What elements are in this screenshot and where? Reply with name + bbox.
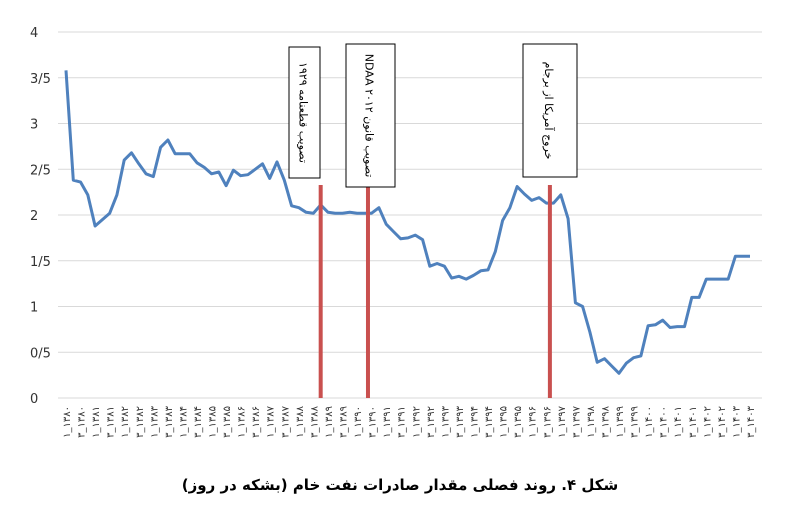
- x-tick-label: ۳_۱۴۰۱: [688, 406, 699, 438]
- x-tick-label: ۳_۱۳۸۱: [106, 406, 117, 438]
- annotation-box: [288, 46, 321, 179]
- annotation-box: [522, 43, 578, 178]
- x-tick-label: ۱_۱۳۸۹: [324, 406, 335, 438]
- x-tick-label: ۳_۱۴۰۳: [746, 405, 757, 437]
- x-tick-label: ۳_۱۳۸۵: [222, 406, 233, 438]
- chart-title: شکل ۴. روند فصلی مقدار صادرات نفت خام (ب…: [182, 476, 618, 494]
- x-tick-label: ۳_۱۳۹۵: [513, 406, 524, 438]
- x-tick-label: ۳_۱۳۸۹: [339, 406, 350, 438]
- y-tick-label: 0: [30, 392, 38, 407]
- x-tick-label: ۳_۱۳۹۲: [426, 406, 437, 438]
- x-tick-label: ۳_۱۳۹۷: [571, 405, 582, 437]
- y-tick-label: 2: [30, 209, 38, 224]
- annotation-box: [345, 43, 396, 188]
- annotation-label: تصویب قانون NDAA ۲۰۱۲: [363, 54, 376, 178]
- y-tick-label: 0/5: [30, 346, 51, 361]
- x-tick-label: ۱_۱۳۹۱: [382, 406, 393, 438]
- x-tick-label: ۳_۱۳۹۸: [600, 405, 611, 437]
- x-tick-label: ۱_۱۴۰۰: [644, 406, 655, 438]
- x-tick-label: ۳_۱۴۰۰: [659, 406, 670, 438]
- x-tick-label: ۱_۱۳۹۰: [353, 406, 364, 438]
- x-tick-label: ۱_۱۳۹۴: [469, 406, 480, 438]
- x-tick-label: ۱_۱۳۹۷: [557, 405, 568, 437]
- x-tick-label: ۱_۱۳۹۹: [615, 406, 626, 438]
- x-tick-label: ۳_۱۳۹۳: [455, 405, 466, 437]
- x-tick-label: ۱_۱۳۹۸: [586, 405, 597, 437]
- x-tick-label: ۱_۱۳۸۳: [149, 405, 160, 437]
- x-tick-label: ۳_۱۳۹۱: [397, 406, 408, 438]
- y-tick-label: 2/5: [30, 163, 51, 178]
- y-tick-label: 3: [30, 118, 38, 133]
- data-line: [64, 70, 750, 375]
- x-tick-label: ۱_۱۳۸۵: [208, 406, 219, 438]
- x-tick-label: ۱_۱۳۸۷: [266, 405, 277, 437]
- x-tick-label: ۳_۱۳۸۴: [193, 406, 204, 438]
- x-tick-label: ۱_۱۴۰۲: [702, 406, 713, 438]
- x-tick-label: ۱_۱۳۸۰: [62, 406, 73, 438]
- x-tick-label: ۱_۱۳۹۳: [440, 405, 451, 437]
- annotation-label: خروج آمریکا از برجام: [542, 62, 556, 160]
- y-tick-label: 3/5: [30, 72, 51, 87]
- x-tick-label: ۳_۱۳۸۲: [135, 406, 146, 438]
- x-tick-label: ۱_۱۳۸۱: [91, 406, 102, 438]
- x-tick-label: ۳_۱۳۸۸: [309, 405, 320, 437]
- x-tick-label: ۳_۱۳۹۰: [368, 406, 379, 438]
- x-tick-label: ۳_۱۳۸۰: [77, 406, 88, 438]
- x-tick-label: ۳_۱۳۸۳: [164, 405, 175, 437]
- y-tick-label: 1/5: [30, 255, 51, 270]
- x-tick-label: ۱_۱۳۸۸: [295, 405, 306, 437]
- x-tick-label: ۱_۱۳۹۵: [499, 406, 510, 438]
- x-tick-label: ۱_۱۳۹۶: [528, 406, 539, 438]
- x-tick-label: ۱_۱۴۰۱: [673, 406, 684, 438]
- y-tick-label: 4: [30, 26, 38, 41]
- x-tick-label: ۱_۱۳۹۲: [411, 406, 422, 438]
- x-tick-label: ۳_۱۳۹۹: [630, 406, 641, 438]
- x-tick-label: ۳_۱۳۹۶: [542, 406, 553, 438]
- x-tick-label: ۱_۱۳۸۶: [237, 406, 248, 438]
- x-tick-label: ۳_۱۳۸۶: [251, 406, 262, 438]
- x-tick-label: ۱_۱۳۸۲: [120, 406, 131, 438]
- annotation-label: تصویب قطعنامه ۱۹۲۹: [297, 62, 310, 163]
- x-tick-label: ۱_۱۴۰۳: [731, 405, 742, 437]
- x-tick-label: ۳_۱۳۹۴: [484, 406, 495, 438]
- x-tick-label: ۳_۱۴۰۲: [717, 406, 728, 438]
- y-tick-label: 1: [30, 301, 38, 316]
- x-tick-label: ۳_۱۳۸۷: [280, 405, 291, 437]
- x-tick-label: ۱_۱۳۸۴: [178, 406, 189, 438]
